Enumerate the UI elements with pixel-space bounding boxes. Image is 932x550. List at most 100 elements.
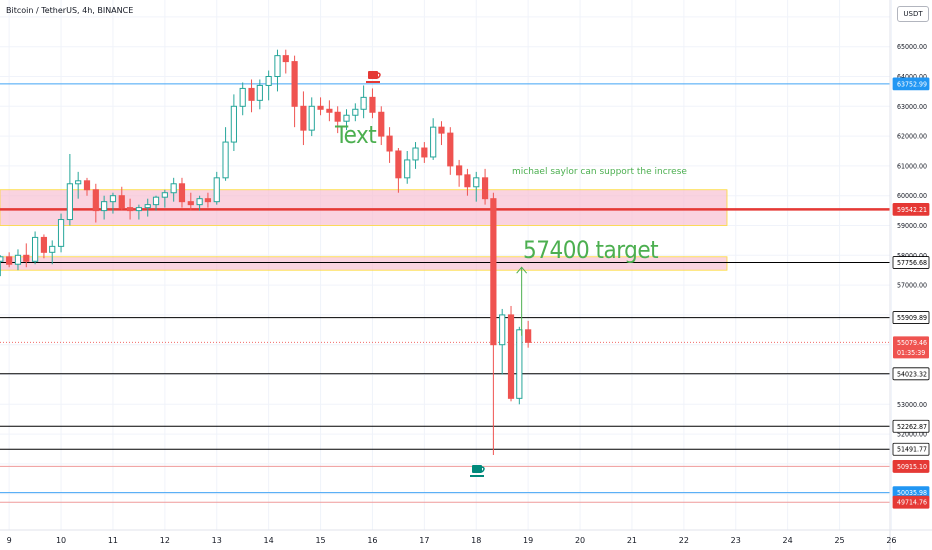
candle-up xyxy=(256,84,263,101)
candle-down xyxy=(300,105,307,131)
cup-body xyxy=(472,465,482,473)
candle-up xyxy=(473,177,480,188)
cup-saucer xyxy=(470,475,484,477)
candle-down xyxy=(447,132,454,167)
candle-up xyxy=(144,204,151,209)
zones xyxy=(0,189,728,271)
time-tick-label: 14 xyxy=(264,536,274,545)
price-axis[interactable]: 50000.0051000.0052000.0053000.0054000.00… xyxy=(889,0,930,550)
candle-up xyxy=(57,219,65,247)
price-tick-label: 57000.00 xyxy=(897,282,927,290)
buy-cup-icon xyxy=(470,465,485,477)
candle-down xyxy=(204,198,212,203)
candle-down xyxy=(317,105,324,110)
price-tick-label: 62000.00 xyxy=(897,133,927,141)
level-price-label: 63752.99 xyxy=(897,80,927,88)
saylor-annotation[interactable]: michael saylor can support the increse xyxy=(512,167,687,177)
level-price-label: 52262.87 xyxy=(897,423,927,431)
candle-down xyxy=(395,150,402,179)
candle-down xyxy=(464,174,471,188)
price-tick-label: 63000.00 xyxy=(897,103,927,111)
current-price-box xyxy=(893,336,929,359)
time-axis[interactable]: 9 10 11 12 13 14 15 16 17 18 19 20 21 22 23 24 25 26 xyxy=(0,529,932,545)
time-tick-label: 22 xyxy=(679,536,689,545)
level-price-box xyxy=(892,419,930,433)
support-zone xyxy=(0,256,728,271)
candle-up xyxy=(274,55,281,77)
time-tick-label: 18 xyxy=(471,536,481,545)
candle-down xyxy=(126,207,134,212)
candle-up xyxy=(308,105,315,131)
candle-up xyxy=(135,207,143,212)
candle-up xyxy=(230,105,237,143)
candle-up xyxy=(66,183,73,221)
candle-down xyxy=(490,198,497,346)
candle-up xyxy=(32,236,39,262)
candle-up xyxy=(499,314,506,346)
level-price-box xyxy=(892,77,930,91)
target-arrow xyxy=(516,266,528,336)
candle-down xyxy=(248,87,255,101)
level-price-box xyxy=(892,367,930,381)
cup-saucer xyxy=(366,81,380,83)
support-zone xyxy=(0,189,728,226)
time-tick-label: 25 xyxy=(834,536,844,545)
time-tick-label: 24 xyxy=(783,536,793,545)
level-price-label: 54023.32 xyxy=(897,370,927,378)
time-tick-label: 19 xyxy=(523,536,533,545)
sell-cup-icon xyxy=(366,71,381,83)
text-annotation[interactable]: Text xyxy=(335,121,377,149)
candle-up xyxy=(75,180,82,185)
candle-down xyxy=(378,111,385,137)
candle-down xyxy=(178,183,186,203)
level-price-box xyxy=(892,311,930,324)
cup-handle xyxy=(377,72,381,79)
candle-down xyxy=(334,111,341,122)
time-tick-label: 23 xyxy=(731,536,741,545)
level-price-label: 59542.21 xyxy=(897,206,927,214)
candle-up xyxy=(239,87,246,107)
cup-body xyxy=(368,71,378,79)
candle-down xyxy=(456,165,463,176)
level-price-box xyxy=(892,495,930,509)
candle-down xyxy=(187,201,194,206)
time-tick-label: 13 xyxy=(212,536,222,545)
candle-down xyxy=(421,147,428,158)
time-tick-label: 9 xyxy=(7,536,12,545)
price-tick-label: 61000.00 xyxy=(897,162,927,170)
candle-up xyxy=(0,256,4,262)
icons xyxy=(366,71,485,477)
candles xyxy=(0,49,532,455)
arrow-head xyxy=(516,266,528,274)
candle-down xyxy=(525,329,532,343)
candle-up xyxy=(352,108,359,116)
level-price-label: 51491.77 xyxy=(897,446,927,454)
time-tick-label: 12 xyxy=(160,536,170,545)
currency-button[interactable]: USDT xyxy=(897,6,929,22)
candle-up xyxy=(360,96,367,110)
candle-up xyxy=(412,147,419,161)
countdown-label: 01:35:39 xyxy=(897,349,925,357)
candle-up xyxy=(213,177,220,203)
level-price-box xyxy=(892,442,930,456)
time-tick-label: 17 xyxy=(419,536,429,545)
level-price-label: 50915.10 xyxy=(897,463,927,471)
candle-down xyxy=(118,195,125,209)
candle-up xyxy=(152,196,160,206)
price-tick-label: 52000.00 xyxy=(897,431,927,439)
level-price-label: 55909.89 xyxy=(897,314,927,322)
level-price-box xyxy=(892,202,930,216)
price-tick-label: 58000.00 xyxy=(897,252,927,260)
candle-up xyxy=(170,183,177,194)
target-annotation[interactable]: 57400 target xyxy=(523,236,659,264)
current-price-label: 55079.46 xyxy=(897,339,927,347)
candle-down xyxy=(282,55,289,63)
levels xyxy=(0,83,890,503)
candle-down xyxy=(291,61,298,107)
candle-up xyxy=(101,201,108,212)
candle-up xyxy=(222,141,229,179)
price-tick-label: 53000.00 xyxy=(897,401,927,409)
price-tick-label: 64000.00 xyxy=(897,73,927,81)
candle-down xyxy=(23,254,30,262)
